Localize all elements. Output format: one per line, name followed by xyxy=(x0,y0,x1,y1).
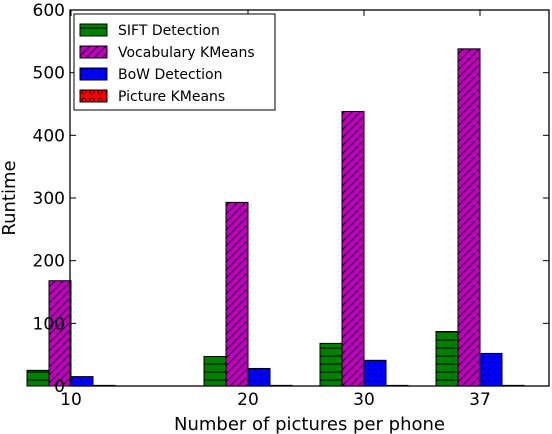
y-tick-label: 0 xyxy=(54,377,65,397)
bar-vocabulary-kmeans-37 xyxy=(457,48,481,387)
bar-sift-detection-37 xyxy=(435,330,459,387)
x-tick-label: 20 xyxy=(237,390,259,410)
legend-label: BoW Detection xyxy=(118,67,222,83)
legend-label: Vocabulary KMeans xyxy=(118,45,255,61)
legend-label: Picture KMeans xyxy=(118,89,225,105)
legend-swatch xyxy=(79,67,108,81)
plot-area-frame xyxy=(69,9,550,387)
bar-bow-detection-30 xyxy=(363,359,387,387)
x-axis-label: Number of pictures per phone xyxy=(174,414,445,434)
bar-sift-detection-20 xyxy=(203,356,227,387)
y-tick-label: 500 xyxy=(33,64,65,84)
bar-sift-detection-30 xyxy=(319,342,343,387)
x-tick-label: 10 xyxy=(60,390,82,410)
bar-bow-detection-37 xyxy=(479,352,503,387)
y-tick-label: 600 xyxy=(33,1,65,21)
legend-swatch xyxy=(79,23,108,37)
bars-group xyxy=(26,48,525,387)
y-axis-label: Runtime xyxy=(0,160,20,235)
bar-vocabulary-kmeans-30 xyxy=(341,111,365,387)
y-tick-label: 100 xyxy=(33,314,65,334)
bar-bow-detection-10 xyxy=(70,376,94,387)
legend-swatch xyxy=(79,89,108,103)
bar-vocabulary-kmeans-10 xyxy=(48,280,72,387)
bar-vocabulary-kmeans-20 xyxy=(225,201,249,387)
x-tick-label: 30 xyxy=(353,390,375,410)
legend: SIFT Detection Vocabulary KMeans BoW Detec… xyxy=(73,13,276,111)
y-tick-label: 200 xyxy=(33,252,65,272)
x-tick-label: 37 xyxy=(469,390,491,410)
ticks-group: 0 100 200 300 400 500 600 10 20 30 37 xyxy=(33,1,549,410)
bar-sift-detection-10 xyxy=(26,369,50,387)
legend-swatch xyxy=(79,45,108,59)
y-tick-label: 300 xyxy=(33,189,65,209)
legend-label: SIFT Detection xyxy=(118,23,220,39)
y-tick-label: 400 xyxy=(33,126,65,146)
bar-bow-detection-20 xyxy=(247,367,271,387)
